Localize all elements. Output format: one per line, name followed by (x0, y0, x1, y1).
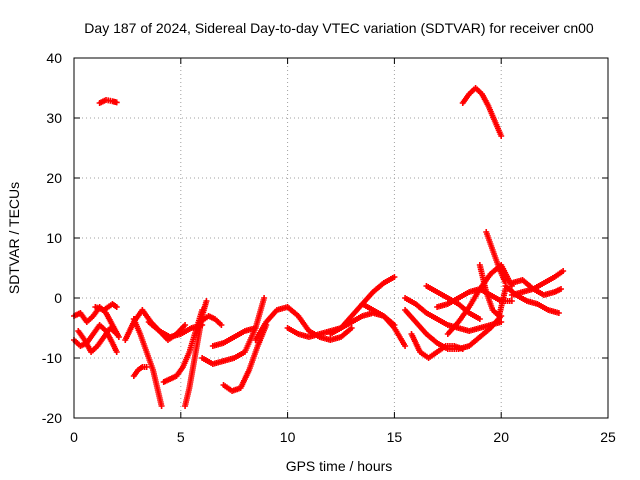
y-tick-label: -20 (42, 410, 62, 426)
data-point-marker (113, 304, 120, 310)
series-track-32 (508, 268, 567, 298)
data-point-marker (508, 298, 515, 304)
data-point-marker (158, 403, 165, 409)
series-track-21 (359, 301, 409, 349)
data-point-marker (558, 286, 565, 292)
data-point-marker (113, 99, 120, 106)
series-track-5 (75, 325, 120, 355)
series-track-6 (92, 301, 120, 313)
series-track-1 (96, 97, 120, 106)
x-tick-label: 5 (177, 429, 185, 445)
y-tick-label: -10 (42, 350, 62, 366)
y-axis-label: SDTVAR / TECUs (6, 182, 22, 294)
series-track-11 (182, 298, 210, 409)
x-tick-label: 10 (280, 429, 296, 445)
data-point-marker (476, 316, 483, 322)
tick-layer: 0 5 10 15 20 25 -20 -10 0 10 20 30 40 (42, 50, 616, 445)
plot-frame (73, 57, 609, 419)
data-point-marker (218, 322, 225, 328)
series-track-2 (459, 85, 505, 139)
data-point-marker (402, 343, 409, 349)
series-track-13 (197, 313, 225, 328)
data-point-marker (182, 322, 189, 328)
data-point-marker (261, 295, 268, 301)
x-tick-label: 0 (70, 429, 78, 445)
series-track-28 (476, 262, 509, 319)
series-track-12 (145, 319, 206, 340)
x-tick-label: 25 (600, 429, 616, 445)
data-point-marker (143, 364, 150, 370)
series-track-8 (130, 316, 165, 409)
data-point-marker (560, 268, 567, 274)
data-point-marker (113, 331, 120, 337)
series-track-9 (130, 364, 150, 379)
y-tick-label: 30 (46, 110, 62, 126)
data-point-marker (113, 349, 120, 355)
series-track-4 (71, 322, 120, 355)
y-tick-label: 0 (54, 290, 62, 306)
data-point-marker (498, 133, 505, 139)
data-point-marker (203, 298, 210, 304)
x-tick-label: 20 (493, 429, 509, 445)
y-tick-label: 40 (46, 50, 62, 66)
series-track-15 (209, 325, 259, 349)
series-track-23 (402, 307, 505, 352)
data-point-marker (348, 325, 355, 331)
data-point-marker (555, 310, 562, 316)
data-point-marker (391, 274, 398, 280)
chart-title: Day 187 of 2024, Sidereal Day-to-day VTE… (84, 20, 594, 36)
data-point-marker (459, 346, 466, 352)
data-point-marker (252, 325, 259, 331)
x-axis-label: GPS time / hours (286, 458, 393, 474)
series-track-24 (408, 331, 466, 361)
data-layer (71, 85, 567, 409)
series-track-29 (483, 229, 509, 286)
x-tick-label: 15 (387, 429, 403, 445)
y-tick-label: 20 (46, 170, 62, 186)
y-tick-label: 10 (46, 230, 62, 246)
